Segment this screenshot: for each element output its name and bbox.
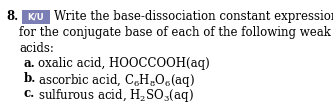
Text: c.: c.	[24, 87, 35, 100]
Text: b.: b.	[24, 72, 36, 85]
Text: oxalic acid, HOOCCOOH(aq): oxalic acid, HOOCCOOH(aq)	[38, 57, 210, 70]
Text: 8.: 8.	[6, 10, 18, 23]
Text: sulfurous acid, $\mathregular{H_2SO_3}$(aq): sulfurous acid, $\mathregular{H_2SO_3}$(…	[38, 87, 194, 104]
Text: ascorbic acid, $\mathregular{C_6H_8O_6}$(aq): ascorbic acid, $\mathregular{C_6H_8O_6}$…	[38, 72, 195, 89]
Text: Write the base-dissociation constant expressions: Write the base-dissociation constant exp…	[54, 10, 333, 23]
Text: acids:: acids:	[19, 42, 54, 55]
Text: a.: a.	[24, 57, 36, 70]
Text: for the conjugate base of each of the following weak: for the conjugate base of each of the fo…	[19, 26, 331, 39]
Text: K/U: K/U	[28, 12, 44, 21]
FancyBboxPatch shape	[20, 9, 52, 25]
